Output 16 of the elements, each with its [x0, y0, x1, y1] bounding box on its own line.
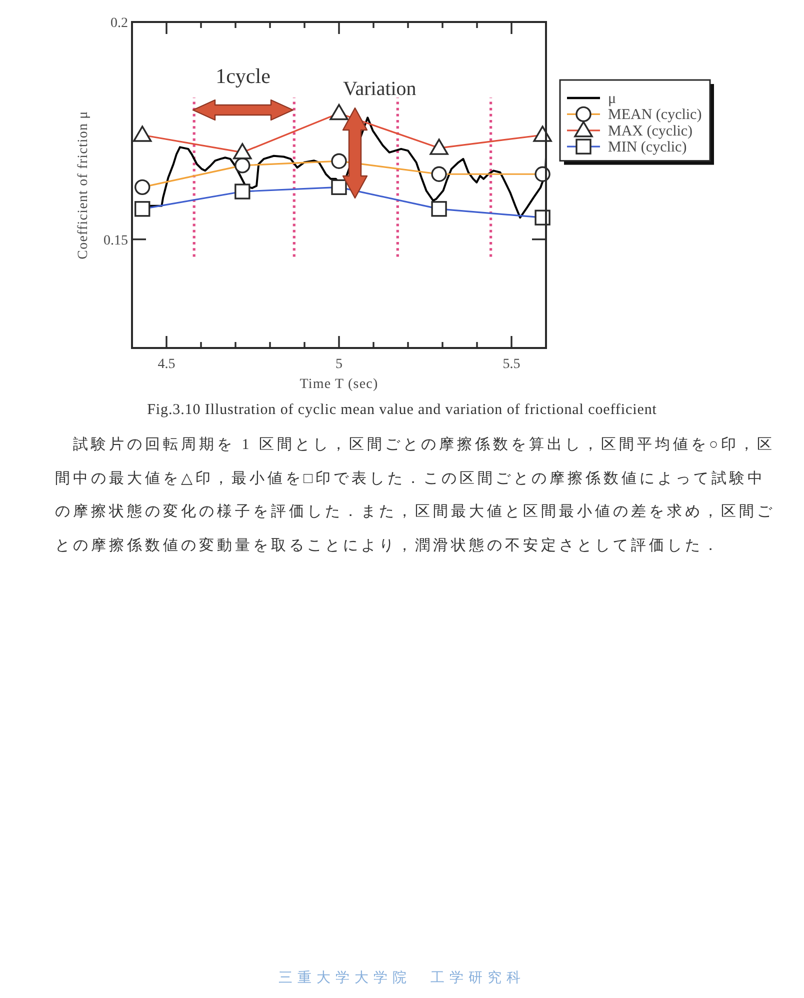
text: 試験片の回転周期を 1 区間とし，区間ごとの摩擦係数を算出し，区間平均値を○印，区間中の最大値を△印，最小値を□印で表した．この区間ごとの摩擦係数値によって試験中の摩擦状態の変化の様子を評価した．また，区間最大値と区間最小値の差を求め，区間ごとの摩擦係数値の変動量を取ることにより，潤滑状態の不安定さとして評価した．: [55, 436, 776, 556]
legend-label: MAX (cyclic): [608, 123, 693, 140]
x-tick-label: 4.5: [158, 357, 176, 372]
annotation: 1cycle: [216, 64, 270, 88]
caption: Fig.3.10 Illustration of cyclic mean value and variation of frictional coefficient: [146, 401, 658, 420]
y-axis-title: Coefficient of friction μ: [76, 110, 91, 260]
x-tick-label: 5.5: [502, 357, 520, 372]
annotation: Variation: [343, 78, 416, 100]
legend-label: μ: [608, 91, 616, 107]
legend-label: MEAN (cyclic): [608, 107, 702, 124]
y-tick-label: 0.15: [104, 233, 128, 248]
text: 三重大学大学院 工学研究科: [278, 969, 526, 988]
y-tick-label: 0.2: [110, 16, 128, 31]
x-tick-label: 5: [336, 357, 342, 372]
x-axis-title: Time T (sec): [300, 377, 378, 392]
legend-label: MIN (cyclic): [608, 140, 687, 156]
